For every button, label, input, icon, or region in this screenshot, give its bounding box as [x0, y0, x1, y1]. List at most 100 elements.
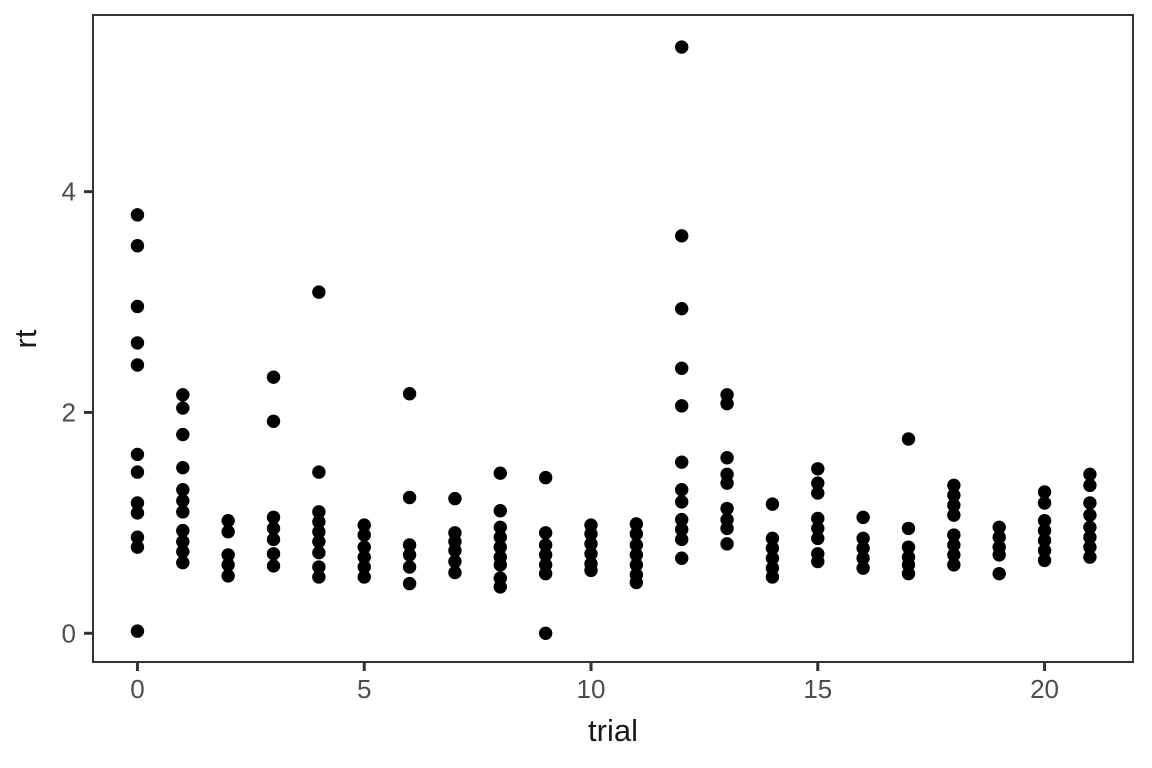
data-point	[176, 494, 190, 508]
data-point	[130, 447, 145, 462]
data-point	[312, 525, 326, 539]
data-point	[357, 528, 371, 542]
data-point	[901, 521, 916, 536]
data-point	[947, 528, 961, 542]
data-point	[402, 576, 417, 591]
data-point	[720, 451, 734, 465]
data-point	[675, 532, 689, 547]
data-point	[221, 513, 235, 528]
data-point	[675, 551, 689, 565]
data-point	[176, 505, 190, 519]
data-point	[402, 560, 417, 574]
data-point	[448, 491, 462, 506]
data-point	[1083, 467, 1097, 482]
data-point	[493, 540, 507, 554]
data-point	[312, 505, 326, 519]
data-point	[629, 548, 644, 562]
data-point	[312, 545, 326, 560]
data-point	[811, 476, 825, 490]
data-point	[765, 497, 780, 511]
data-point	[538, 626, 553, 640]
data-point	[720, 476, 734, 490]
data-point	[312, 560, 326, 574]
data-point	[357, 540, 371, 554]
data-point	[538, 566, 553, 581]
data-point	[493, 504, 507, 518]
y-tick-label: 0	[62, 618, 76, 648]
data-point	[221, 558, 235, 572]
data-point	[176, 427, 190, 442]
data-point	[1083, 478, 1097, 493]
data-point	[811, 554, 825, 569]
data-point	[1037, 523, 1052, 538]
data-point	[130, 624, 145, 638]
data-point	[1083, 540, 1097, 554]
data-point	[357, 560, 371, 574]
x-tick-label: 10	[577, 674, 606, 704]
data-point	[947, 498, 961, 512]
data-point	[720, 501, 734, 516]
x-tick-label: 0	[130, 674, 144, 704]
data-point	[130, 530, 145, 544]
data-point	[312, 285, 326, 299]
data-point	[176, 523, 190, 538]
data-point	[720, 396, 734, 411]
data-point	[629, 575, 644, 590]
data-point	[720, 537, 734, 551]
data-point	[675, 40, 689, 54]
data-point	[901, 432, 916, 446]
data-point	[765, 551, 780, 565]
data-point	[130, 208, 145, 222]
data-point	[584, 527, 598, 541]
y-axis-title: rt	[8, 329, 43, 348]
data-point	[1083, 520, 1097, 535]
data-point	[130, 336, 145, 350]
data-point	[811, 531, 825, 546]
data-point	[856, 551, 870, 565]
x-axis: 0 5 10 15 20	[130, 663, 1059, 704]
data-point	[629, 558, 644, 572]
plot-panel	[92, 14, 1134, 663]
data-point	[493, 520, 507, 535]
data-point	[720, 521, 734, 536]
data-point	[176, 534, 190, 549]
data-point	[357, 518, 371, 532]
data-point	[493, 558, 507, 572]
data-point	[176, 460, 190, 475]
data-point	[675, 495, 689, 509]
data-point	[675, 229, 689, 243]
data-point	[266, 510, 281, 525]
data-point	[856, 541, 870, 555]
data-point	[1037, 485, 1052, 499]
data-point	[402, 387, 417, 401]
data-point	[584, 547, 598, 561]
data-point	[448, 543, 462, 558]
data-point	[221, 525, 235, 539]
data-point	[675, 301, 689, 316]
data-point	[856, 561, 870, 575]
data-point	[221, 548, 235, 562]
data-point	[448, 554, 462, 569]
data-point	[811, 462, 825, 476]
data-point	[992, 566, 1006, 581]
data-point	[765, 570, 780, 584]
data-point	[448, 565, 462, 580]
x-tick-label: 5	[357, 674, 371, 704]
data-point	[312, 515, 326, 529]
y-tick-label: 2	[62, 397, 76, 427]
data-point	[1037, 553, 1052, 568]
data-point	[176, 483, 190, 497]
data-point	[811, 486, 825, 500]
data-point	[1037, 543, 1052, 558]
data-point	[176, 544, 190, 559]
data-point	[312, 570, 326, 584]
data-point	[130, 299, 145, 314]
data-point	[675, 455, 689, 469]
data-point	[1037, 496, 1052, 510]
data-point	[629, 517, 644, 531]
data-point	[811, 511, 825, 526]
data-point	[130, 239, 145, 253]
data-point	[901, 566, 916, 581]
data-point	[947, 488, 961, 502]
